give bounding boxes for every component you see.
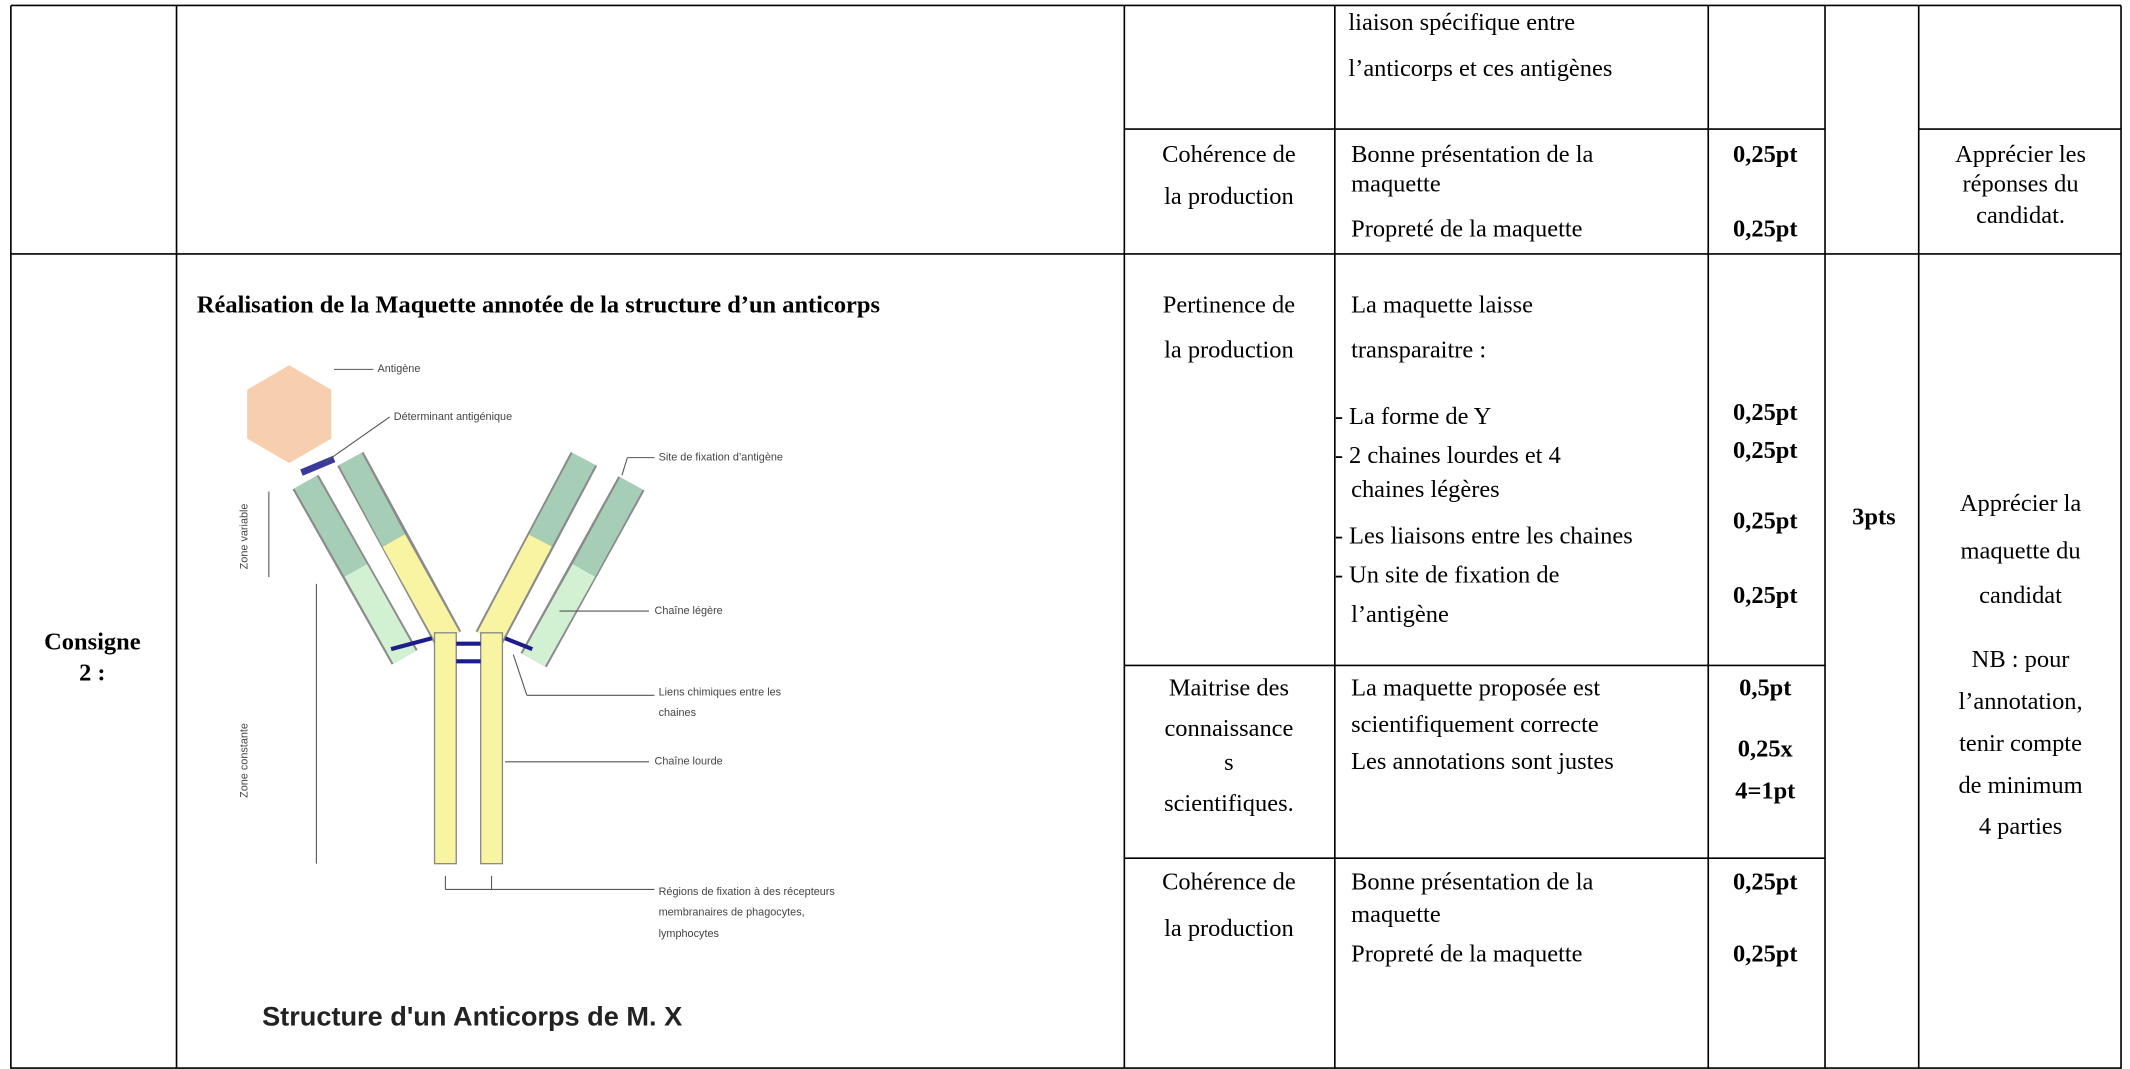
leader-lines xyxy=(268,368,655,890)
figure-label: Chaîne légère xyxy=(655,605,723,617)
task-title: Réalisation de la Maquette annotée de la… xyxy=(197,292,880,319)
figure-label: chaines xyxy=(659,707,697,719)
figure-label: Chaîne lourde xyxy=(655,756,723,768)
figure-label: Zone constante xyxy=(238,723,250,798)
indicator-text: liaison spécifique entre xyxy=(1348,9,1575,36)
criterion-text: Maitrise des xyxy=(1169,674,1289,701)
chains xyxy=(294,452,643,667)
instruction-label: Consigne xyxy=(44,628,141,655)
indicator-text: Les annotations sont justes xyxy=(1351,748,1614,775)
note-text: de minimum xyxy=(1958,772,2082,799)
indicator-text: - La forme de Y xyxy=(1335,403,1492,430)
criterion-text: connaissance xyxy=(1164,715,1293,742)
indicator-text: l’anticorps et ces antigènes xyxy=(1348,55,1612,82)
instruction-label: 2 : xyxy=(79,660,105,687)
indicator-text: Propreté de la maquette xyxy=(1351,941,1582,968)
indicator-text: La maquette proposée est xyxy=(1351,674,1600,701)
figure-label: membranaires de phagocytes, xyxy=(659,906,805,918)
indicator-text: - 2 chaines lourdes et 4 xyxy=(1335,442,1561,469)
antibody-figure xyxy=(247,365,655,890)
points-text: 0,25pt xyxy=(1733,399,1798,426)
points-text: 0,25pt xyxy=(1733,437,1798,464)
remark-text: maquette du xyxy=(1960,537,2080,564)
note-text: tenir compte xyxy=(1959,730,2082,757)
antigen-shape xyxy=(247,365,332,464)
criterion-text: Cohérence de xyxy=(1162,141,1296,168)
indicator-text: Bonne présentation de la xyxy=(1351,869,1593,896)
indicator-text: transparaitre : xyxy=(1351,336,1486,363)
remark-text: Apprécier les xyxy=(1955,141,2086,168)
criterion-text: scientifiques. xyxy=(1164,790,1294,817)
remark-text: candidat xyxy=(1979,582,2062,609)
points-text: 0,25pt xyxy=(1733,507,1798,534)
figure-label: Régions de fixation à des récepteurs xyxy=(659,886,836,898)
indicator-text: Propreté de la maquette xyxy=(1351,215,1582,242)
indicator-text: scientifiquement correcte xyxy=(1351,711,1599,738)
heavy-stem xyxy=(433,632,457,865)
indicator-text: - Un site de fixation de xyxy=(1335,562,1560,589)
determinant xyxy=(300,455,336,476)
heavy-stem xyxy=(480,632,504,865)
criterion-text: s xyxy=(1224,749,1234,776)
points-text: 4=1pt xyxy=(1735,778,1796,805)
points-text: 0,25x xyxy=(1738,736,1794,763)
note-text: 4 parties xyxy=(1979,813,2062,840)
figure-caption: Structure d'un Anticorps de M. X xyxy=(262,1001,682,1032)
note-text: NB : pour xyxy=(1972,646,2070,673)
figure-label: Déterminant antigénique xyxy=(394,411,512,423)
total-points: 3pts xyxy=(1852,503,1895,530)
indicator-text: chaines légères xyxy=(1351,476,1500,503)
criterion-text: la production xyxy=(1164,336,1294,363)
indicator-text: - Les liaisons entre les chaines xyxy=(1335,522,1633,549)
remark-text: Apprécier la xyxy=(1960,490,2082,517)
figure-label: Antigène xyxy=(377,363,420,375)
figure-label: lymphocytes xyxy=(659,928,720,940)
remark-text: candidat. xyxy=(1976,202,2065,229)
indicator-text: maquette xyxy=(1351,901,1441,928)
indicator-text: maquette xyxy=(1351,171,1441,198)
points-text: 0,25pt xyxy=(1733,582,1798,609)
criterion-text: Cohérence de xyxy=(1162,869,1296,896)
indicator-text: Bonne présentation de la xyxy=(1351,141,1593,168)
criterion-text: la production xyxy=(1164,183,1294,210)
disulfide-bonds xyxy=(390,636,534,664)
points-text: 0,25pt xyxy=(1733,941,1798,968)
points-text: 0,25pt xyxy=(1733,141,1798,168)
criterion-text: la production xyxy=(1164,915,1294,942)
indicator-text: La maquette laisse xyxy=(1351,292,1533,319)
table-grid xyxy=(10,4,2122,1069)
points-text: 0,25pt xyxy=(1733,869,1798,896)
figure-label: Site de fixation d’antigène xyxy=(659,452,783,464)
indicator-text: l’antigène xyxy=(1351,601,1449,628)
points-text: 0,25pt xyxy=(1733,215,1798,242)
figure-label: Liens chimiques entre les xyxy=(659,686,782,698)
criterion-text: Pertinence de xyxy=(1163,292,1295,319)
points-text: 0,5pt xyxy=(1739,674,1792,701)
note-text: l’annotation, xyxy=(1958,688,2082,715)
figure-label: Zone variable xyxy=(238,503,250,569)
remark-text: réponses du xyxy=(1963,171,2079,198)
